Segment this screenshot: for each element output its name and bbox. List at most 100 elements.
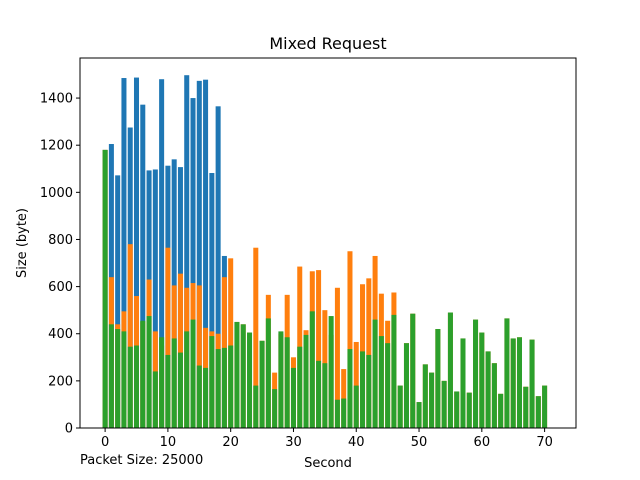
- bar-s2-x8: [152, 371, 158, 428]
- bar-s2-x24: [253, 385, 259, 428]
- bar-s2-x25: [259, 340, 265, 428]
- bar-s2-x21: [234, 321, 240, 428]
- bar-s2-x33: [309, 311, 315, 428]
- chart-title: Mixed Request: [269, 34, 386, 53]
- x-tick-label: 70: [536, 435, 553, 450]
- bar-s2-x31: [297, 346, 303, 428]
- bar-s2-x61: [485, 351, 491, 428]
- x-tick-label: 50: [411, 435, 428, 450]
- bar-s1-x40: [353, 341, 359, 428]
- y-tick-label: 400: [48, 327, 73, 342]
- bar-s2-x64: [504, 318, 510, 428]
- bar-s2-x3: [121, 331, 127, 428]
- x-tick-label: 60: [474, 435, 491, 450]
- bar-s0-x13: [184, 75, 190, 428]
- bar-s2-x13: [184, 331, 190, 428]
- bar-s2-x30: [290, 367, 296, 428]
- bar-s2-x49: [410, 313, 416, 428]
- bar-s2-x14: [190, 319, 196, 428]
- bar-s2-x40: [353, 385, 359, 428]
- bar-s0-x2: [115, 175, 121, 428]
- x-tick-label: 10: [160, 435, 177, 450]
- bar-s2-x55: [447, 312, 453, 428]
- y-tick-label: 1200: [40, 139, 73, 154]
- bar-s1-x24: [253, 247, 259, 428]
- bar-s2-x17: [209, 336, 215, 428]
- y-tick-label: 200: [48, 374, 73, 389]
- bar-s2-x34: [316, 360, 322, 428]
- bar-s2-x2: [115, 329, 121, 428]
- bar-s2-x48: [403, 343, 409, 428]
- bar-s0-x15: [196, 80, 202, 429]
- bar-s2-x18: [215, 349, 221, 428]
- bar-s2-x62: [491, 363, 497, 428]
- y-tick-label: 800: [48, 233, 73, 248]
- bar-s2-x16: [203, 367, 209, 428]
- bar-s2-x36: [328, 316, 334, 428]
- bar-s2-x44: [378, 336, 384, 428]
- bar-s2-x57: [460, 338, 466, 428]
- bar-s2-x28: [278, 331, 284, 428]
- bar-s2-x52: [429, 372, 435, 428]
- bar-s2-x66: [516, 337, 522, 428]
- bar-s2-x50: [416, 402, 422, 428]
- bar-s2-x41: [360, 351, 366, 428]
- bar-s2-x63: [498, 393, 504, 428]
- x-tick-label: 20: [222, 435, 239, 450]
- bar-s2-x11: [171, 338, 177, 428]
- bar-s2-x0: [102, 149, 108, 428]
- bar-s2-x39: [347, 349, 353, 428]
- bar-s2-x1: [108, 324, 114, 428]
- bar-s0-x5: [133, 77, 140, 428]
- bar-s2-x69: [535, 396, 541, 428]
- y-tick-label: 0: [65, 422, 73, 437]
- y-tick-label: 1000: [40, 186, 73, 201]
- bar-s2-x27: [272, 389, 278, 428]
- bar-s2-x7: [146, 316, 152, 428]
- bar-s2-x29: [284, 337, 290, 428]
- bar-s2-x5: [133, 345, 140, 428]
- bar-s2-x22: [240, 324, 246, 428]
- bar-s0-x18: [215, 106, 221, 428]
- bar-s1-x42: [366, 278, 372, 428]
- bar-s2-x70: [542, 385, 548, 428]
- bar-s2-x46: [391, 314, 397, 428]
- bar-s2-x68: [529, 339, 535, 428]
- bar-s2-x9: [159, 337, 165, 428]
- bar-s2-x19: [221, 347, 227, 428]
- bar-s0-x8: [152, 169, 158, 428]
- bar-s1-x34: [316, 270, 322, 428]
- bar-s0-x14: [190, 98, 196, 428]
- bar-s2-x53: [435, 329, 441, 428]
- bar-s0-x9: [159, 79, 165, 429]
- bars-group: [102, 75, 548, 429]
- bar-s2-x42: [366, 354, 372, 428]
- bar-s2-x35: [322, 363, 328, 428]
- bar-s2-x60: [479, 332, 485, 428]
- x-tick-label: 0: [101, 435, 109, 450]
- bar-s2-x4: [127, 346, 133, 428]
- bar-s0-x17: [209, 173, 215, 428]
- bar-s1-x12: [177, 273, 183, 428]
- bar-s2-x47: [397, 385, 403, 428]
- plot-frame: [79, 57, 577, 429]
- bar-s1-x4: [127, 244, 133, 428]
- packet-size-note: Packet Size: 25000: [80, 453, 204, 468]
- bar-s1-x37: [334, 287, 340, 428]
- bar-s2-x58: [466, 392, 472, 428]
- bar-s1-x15: [196, 285, 202, 428]
- bar-s2-x45: [385, 343, 391, 428]
- bar-s2-x37: [334, 399, 340, 428]
- bar-s1-x10: [165, 247, 171, 428]
- bar-s1-x20: [228, 258, 234, 428]
- bar-s1-x39: [347, 251, 353, 428]
- y-tick-label: 600: [48, 280, 73, 295]
- bar-s2-x67: [523, 386, 529, 428]
- bar-s2-x59: [473, 319, 479, 428]
- bar-s2-x43: [372, 319, 378, 428]
- bar-s0-x3: [121, 78, 127, 428]
- bar-s2-x10: [165, 354, 171, 428]
- bar-s2-x23: [247, 332, 253, 428]
- x-tick-label: 30: [285, 435, 302, 450]
